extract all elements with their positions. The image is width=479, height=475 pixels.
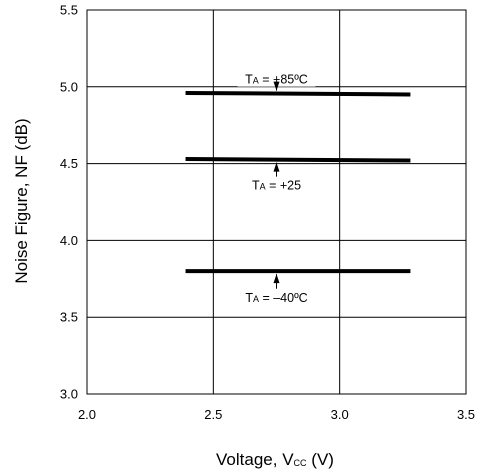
- y-tick-label-2: 4.0: [60, 233, 78, 248]
- annotation-bg-1: [237, 176, 316, 193]
- x-tick-label-2: 3.0: [331, 407, 349, 422]
- grid-lines: [87, 10, 466, 394]
- x-tick-label-1: 2.5: [204, 407, 222, 422]
- annotation-bg-0: [237, 70, 316, 87]
- annotation-label-2: TA = –40ºC: [245, 291, 307, 305]
- annotation-arrowhead-2: [273, 274, 280, 284]
- y-tick-labels: 3.0 3.5 4.0 4.5 5.0 5.5: [60, 3, 78, 402]
- x-tick-labels: 2.0 2.5 3.0 3.5: [78, 407, 475, 422]
- plot-frame: [86, 9, 467, 395]
- y-tick-label-1: 3.5: [60, 310, 78, 325]
- series-line-1: [185, 156, 411, 163]
- series-line-0: [185, 90, 411, 97]
- x-tick-label-0: 2.0: [78, 407, 96, 422]
- annotation-arrowhead-1: [273, 162, 280, 172]
- x-tick-label-3: 3.5: [457, 407, 475, 422]
- annotation-arrowhead-0: [273, 81, 280, 91]
- series-group: [185, 90, 411, 274]
- y-tick-label-4: 5.0: [60, 79, 78, 94]
- y-axis-title: Noise Figure, NF (dB): [12, 118, 31, 283]
- annotation-bg-2: [237, 288, 316, 305]
- y-tick-label-0: 3.0: [60, 387, 78, 402]
- x-axis-title: Voltage, VCC (V): [216, 450, 334, 469]
- annotation-label-0: TA = +85ºC: [245, 73, 308, 87]
- annotation-label-1: TA = +25: [252, 179, 301, 193]
- y-tick-label-3: 4.5: [60, 156, 78, 171]
- annotation-group: TA = +85ºC TA = +25 TA = –40ºC: [237, 70, 316, 305]
- y-tick-label-5: 5.5: [60, 3, 78, 18]
